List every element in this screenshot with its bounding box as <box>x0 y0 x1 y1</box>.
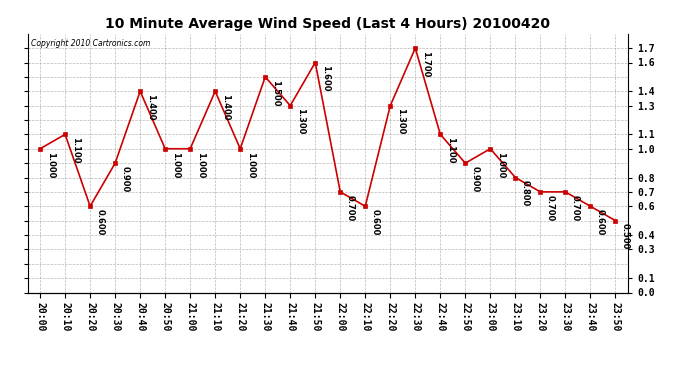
Text: 1.400: 1.400 <box>146 94 155 120</box>
Text: 0.600: 0.600 <box>96 209 105 236</box>
Text: 1.100: 1.100 <box>70 137 79 164</box>
Text: 0.600: 0.600 <box>596 209 605 236</box>
Text: 0.700: 0.700 <box>546 195 555 221</box>
Text: 1.300: 1.300 <box>296 108 305 135</box>
Text: 0.800: 0.800 <box>521 180 530 207</box>
Text: 1.700: 1.700 <box>421 51 430 77</box>
Text: 0.600: 0.600 <box>371 209 380 236</box>
Text: Copyright 2010 Cartronics.com: Copyright 2010 Cartronics.com <box>30 39 150 48</box>
Text: 1.300: 1.300 <box>396 108 405 135</box>
Text: 0.500: 0.500 <box>621 224 630 250</box>
Text: 1.000: 1.000 <box>196 152 205 178</box>
Text: 1.400: 1.400 <box>221 94 230 120</box>
Text: 0.900: 0.900 <box>471 166 480 192</box>
Text: 1.100: 1.100 <box>446 137 455 164</box>
Text: 1.000: 1.000 <box>46 152 55 178</box>
Text: 1.500: 1.500 <box>270 80 279 106</box>
Text: 1.000: 1.000 <box>496 152 505 178</box>
Text: 1.600: 1.600 <box>321 65 330 92</box>
Text: 0.900: 0.900 <box>121 166 130 192</box>
Text: 0.700: 0.700 <box>571 195 580 221</box>
Title: 10 Minute Average Wind Speed (Last 4 Hours) 20100420: 10 Minute Average Wind Speed (Last 4 Hou… <box>106 17 550 31</box>
Text: 1.000: 1.000 <box>246 152 255 178</box>
Text: 0.700: 0.700 <box>346 195 355 221</box>
Text: 1.000: 1.000 <box>170 152 179 178</box>
